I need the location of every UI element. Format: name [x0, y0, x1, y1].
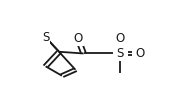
- Text: O: O: [116, 32, 125, 46]
- Text: O: O: [74, 32, 83, 46]
- Text: O: O: [135, 47, 145, 60]
- Text: S: S: [117, 47, 124, 60]
- Text: S: S: [42, 31, 49, 44]
